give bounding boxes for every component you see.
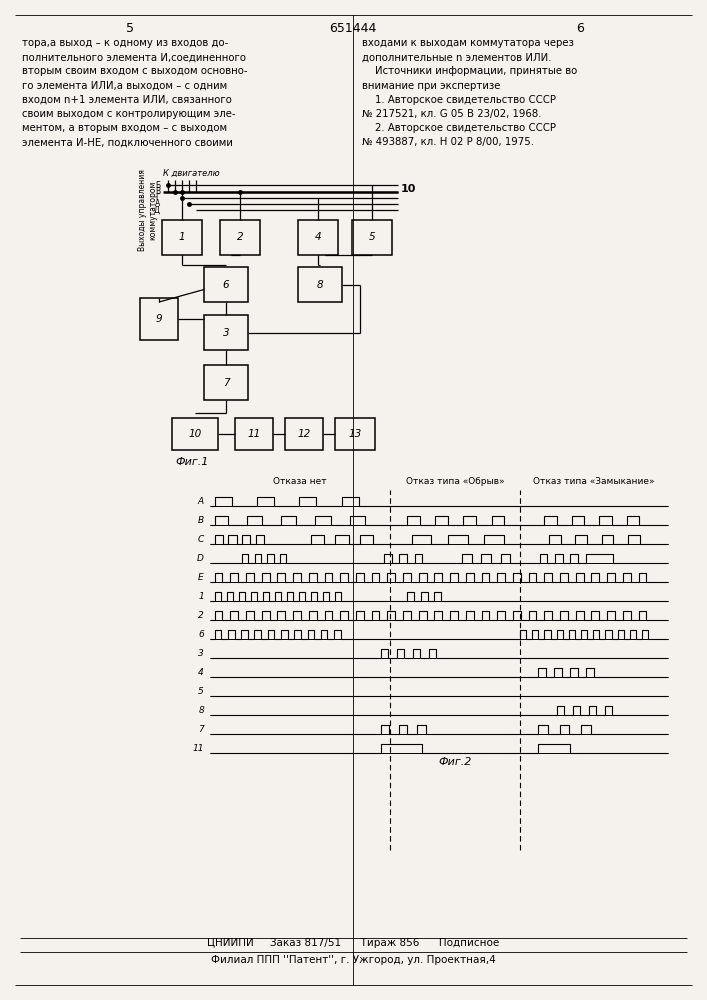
Text: 7: 7 <box>198 725 204 734</box>
Text: 6: 6 <box>576 22 584 35</box>
Text: Филиал ППП ''Патент'', г. Ужгород, ул. Проектная,4: Филиал ППП ''Патент'', г. Ужгород, ул. П… <box>211 955 496 965</box>
Text: входом n+1 элемента ИЛИ, связанного: входом n+1 элемента ИЛИ, связанного <box>22 95 232 105</box>
Bar <box>172 418 218 450</box>
Text: 11: 11 <box>247 429 261 439</box>
Bar <box>298 220 338 255</box>
Text: Фиг.2: Фиг.2 <box>438 757 472 767</box>
Text: Отказ типа «Обрыв»: Отказ типа «Обрыв» <box>406 477 504 486</box>
Text: 651444: 651444 <box>329 22 377 35</box>
Bar <box>285 418 323 450</box>
Text: Источники информации, принятые во: Источники информации, принятые во <box>362 66 577 76</box>
Text: 2: 2 <box>198 611 204 620</box>
Text: го элемента ИЛИ,а выходом – с одним: го элемента ИЛИ,а выходом – с одним <box>22 81 227 91</box>
Text: 8: 8 <box>317 279 323 290</box>
Text: входами к выходам коммутатора через: входами к выходам коммутатора через <box>362 38 574 48</box>
Bar <box>220 220 260 255</box>
Text: 3: 3 <box>198 649 204 658</box>
Text: 4: 4 <box>315 232 321 242</box>
Text: 6: 6 <box>198 630 204 639</box>
Text: 2: 2 <box>237 232 243 242</box>
Text: 10: 10 <box>401 184 416 194</box>
Text: 1: 1 <box>179 232 185 242</box>
Text: Г: Г <box>156 194 160 202</box>
Text: своим выходом с контролирующим эле-: своим выходом с контролирующим эле- <box>22 109 235 119</box>
Text: Б: Б <box>155 180 160 190</box>
Text: Отказ типа «Замыкание»: Отказ типа «Замыкание» <box>533 477 655 486</box>
Text: 1: 1 <box>198 592 204 601</box>
Text: 13: 13 <box>349 429 361 439</box>
Text: 4: 4 <box>198 668 204 677</box>
Text: вторым своим входом с выходом основно-: вторым своим входом с выходом основно- <box>22 66 247 76</box>
Text: Д: Д <box>154 206 160 215</box>
Text: ментом, а вторым входом – с выходом: ментом, а вторым входом – с выходом <box>22 123 227 133</box>
Text: А: А <box>155 200 160 209</box>
Text: ЦНИИПИ     Заказ 817/51      Тираж 856      Подписное: ЦНИИПИ Заказ 817/51 Тираж 856 Подписное <box>207 938 499 948</box>
Text: 5: 5 <box>126 22 134 35</box>
Text: № 493887, кл. Н 02 Р 8/00, 1975.: № 493887, кл. Н 02 Р 8/00, 1975. <box>362 137 534 147</box>
Text: Отказа нет: Отказа нет <box>273 477 327 486</box>
Text: 12: 12 <box>298 429 310 439</box>
Text: 5: 5 <box>368 232 375 242</box>
Text: К двигателю: К двигателю <box>163 169 220 178</box>
Text: 7: 7 <box>223 377 229 387</box>
Text: А: А <box>198 497 204 506</box>
Text: 3: 3 <box>223 328 229 338</box>
Text: 10: 10 <box>188 429 201 439</box>
Text: 6: 6 <box>223 279 229 290</box>
Bar <box>204 315 248 350</box>
Text: элемента И-НЕ, подключенного своими: элемента И-НЕ, подключенного своими <box>22 137 233 147</box>
Text: 8: 8 <box>198 706 204 715</box>
Text: Е: Е <box>198 573 204 582</box>
Text: С: С <box>198 535 204 544</box>
Text: 11: 11 <box>192 744 204 753</box>
Bar <box>335 418 375 450</box>
Bar <box>162 220 202 255</box>
Bar <box>235 418 273 450</box>
Bar <box>298 267 342 302</box>
Bar <box>204 267 248 302</box>
Text: В: В <box>198 516 204 525</box>
Text: внимание при экспертизе: внимание при экспертизе <box>362 81 501 91</box>
Text: 5: 5 <box>198 687 204 696</box>
Text: D: D <box>197 554 204 563</box>
Text: Фиг.1: Фиг.1 <box>175 457 209 467</box>
Text: В: В <box>155 188 160 196</box>
Text: Выходы управления
коммутатором: Выходы управления коммутатором <box>139 169 158 251</box>
Text: 9: 9 <box>156 314 163 324</box>
Text: 1. Авторское свидетельство СССР: 1. Авторское свидетельство СССР <box>362 95 556 105</box>
Text: 2. Авторское свидетельство СССР: 2. Авторское свидетельство СССР <box>362 123 556 133</box>
Text: № 217521, кл. G 05 В 23/02, 1968.: № 217521, кл. G 05 В 23/02, 1968. <box>362 109 542 119</box>
Bar <box>352 220 392 255</box>
Text: полнительного элемента И,соединенного: полнительного элемента И,соединенного <box>22 52 246 62</box>
Bar <box>204 365 248 400</box>
Text: дополнительные n элементов ИЛИ.: дополнительные n элементов ИЛИ. <box>362 52 551 62</box>
Text: тора,а выход – к одному из входов до-: тора,а выход – к одному из входов до- <box>22 38 228 48</box>
Bar <box>140 298 178 340</box>
